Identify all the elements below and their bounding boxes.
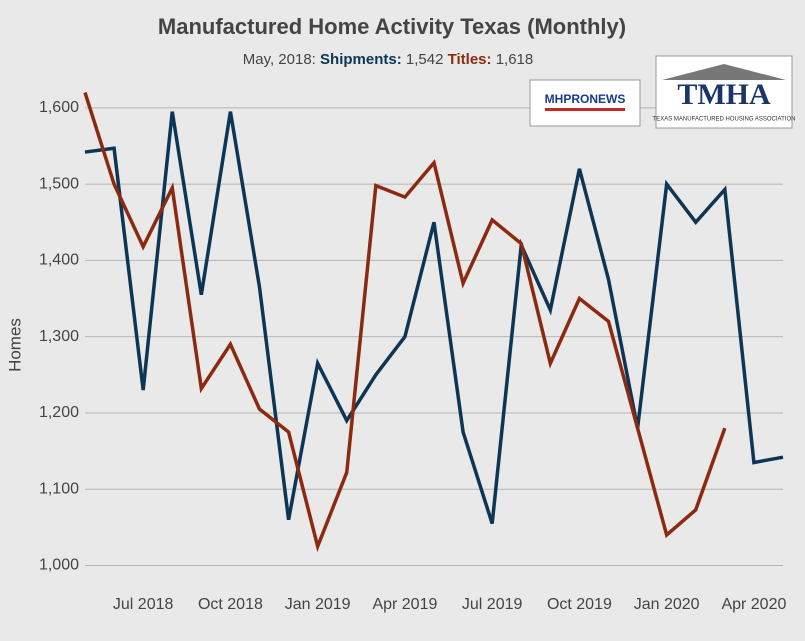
logo-text: TMHA bbox=[677, 78, 771, 111]
logo-box bbox=[529, 79, 641, 127]
y-tick-label: 1,300 bbox=[39, 328, 79, 345]
tmha-logo: TMHA TEXAS MANUFACTURED HOUSING ASSOCIAT… bbox=[653, 55, 796, 129]
subtitle-series: Titles: bbox=[448, 51, 492, 68]
y-tick-label: 1,600 bbox=[39, 99, 79, 116]
y-tick-label: 1,500 bbox=[39, 175, 79, 192]
subtitle-series: Shipments: bbox=[320, 51, 402, 68]
logo-text: MHPRONEWS bbox=[545, 92, 626, 106]
y-tick-label: 1,200 bbox=[39, 404, 79, 421]
logo-caption: TEXAS MANUFACTURED HOUSING ASSOCIATION bbox=[653, 117, 796, 123]
logo-bar bbox=[545, 108, 625, 111]
logo-roof bbox=[662, 64, 786, 80]
series-line bbox=[83, 92, 727, 553]
x-tick-label: Jan 2020 bbox=[634, 596, 700, 613]
x-tick-label: Jul 2019 bbox=[462, 596, 523, 613]
y-tick-label: 1,000 bbox=[39, 557, 79, 574]
subtitle-value: 1,542 bbox=[406, 51, 444, 68]
series-line bbox=[84, 111, 784, 525]
y-axis-label: Homes bbox=[5, 318, 24, 372]
y-tick-label: 1,400 bbox=[39, 252, 79, 269]
subtitle-date: May, 2018: bbox=[243, 51, 316, 68]
x-tick-label: Oct 2019 bbox=[547, 596, 612, 613]
x-tick-label: Jul 2018 bbox=[113, 596, 174, 613]
x-tick-label: Apr 2019 bbox=[372, 596, 437, 613]
x-tick-label: Oct 2018 bbox=[198, 596, 263, 613]
mhpronews-logo: MHPRONEWS bbox=[529, 79, 641, 127]
chart-title: Manufactured Home Activity Texas (Monthl… bbox=[158, 14, 626, 39]
y-tick-label: 1,100 bbox=[39, 480, 79, 497]
x-tick-label: Apr 2020 bbox=[721, 596, 786, 613]
x-tick-label: Jan 2019 bbox=[285, 596, 351, 613]
chart-subtitle: May, 2018: Shipments: 1,542 Titles: 1,61… bbox=[243, 51, 533, 68]
subtitle-value: 1,618 bbox=[496, 51, 534, 68]
